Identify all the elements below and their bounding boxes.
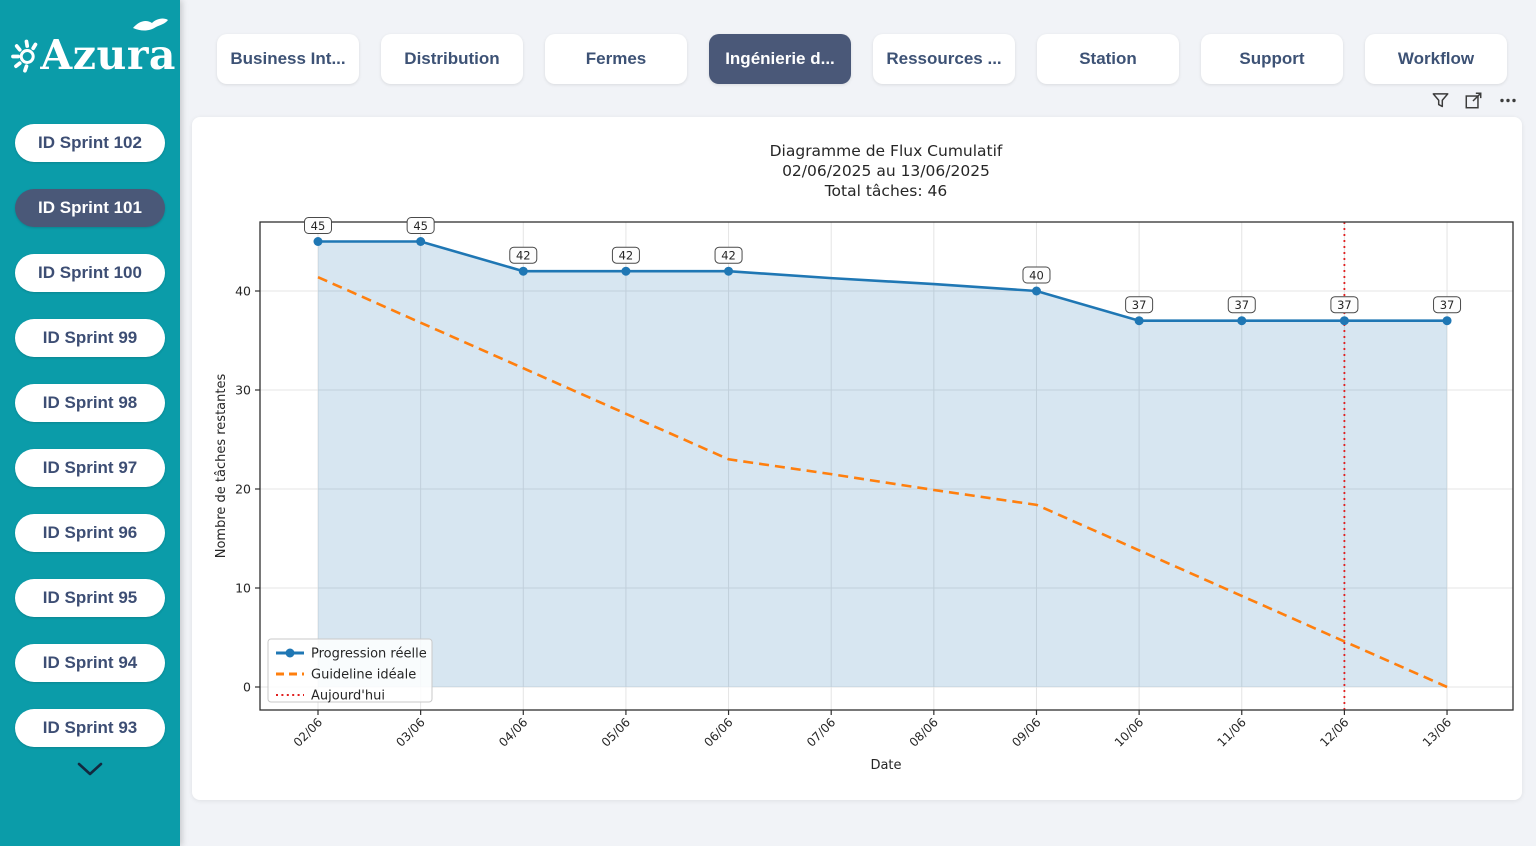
- svg-text:02/06: 02/06: [291, 715, 325, 749]
- tab-support[interactable]: Support: [1201, 34, 1343, 84]
- svg-text:Aujourd'hui: Aujourd'hui: [311, 689, 385, 704]
- svg-text:12/06: 12/06: [1317, 715, 1351, 749]
- sidebar-scroll-down[interactable]: [76, 762, 104, 777]
- svg-text:06/06: 06/06: [701, 715, 735, 749]
- svg-text:05/06: 05/06: [599, 715, 633, 749]
- sprint-list: ID Sprint 102 ID Sprint 101 ID Sprint 100 I…: [0, 102, 180, 747]
- svg-text:04/06: 04/06: [496, 715, 530, 749]
- y-axis: 0 10 20 30 40: [235, 284, 260, 695]
- svg-text:Diagramme de Flux Cumulatif: Diagramme de Flux Cumulatif: [770, 142, 1003, 160]
- svg-text:42: 42: [619, 249, 634, 263]
- series-actual-progress: [318, 240, 1448, 322]
- tab-station[interactable]: Station: [1037, 34, 1179, 84]
- sidebar-item-id-sprint-98[interactable]: ID Sprint 98: [15, 384, 165, 422]
- sun-icon: [11, 39, 38, 73]
- sidebar-item-id-sprint-94[interactable]: ID Sprint 94: [15, 644, 165, 682]
- logo-text: Azura: [40, 31, 176, 79]
- tab-business-int[interactable]: Business Int...: [217, 34, 359, 84]
- tab-bar: Business Int... Distribution Fermes Ingénie…: [180, 0, 1536, 84]
- tab-ressources[interactable]: Ressources ...: [873, 34, 1015, 84]
- focus-mode-icon[interactable]: [1463, 90, 1484, 111]
- svg-text:Progression réelle: Progression réelle: [311, 647, 427, 662]
- sidebar-item-id-sprint-102[interactable]: ID Sprint 102: [15, 124, 165, 162]
- tab-distribution[interactable]: Distribution: [381, 34, 523, 84]
- svg-text:Total tâches: 46: Total tâches: 46: [824, 182, 948, 200]
- svg-text:Guideline idéale: Guideline idéale: [311, 668, 416, 683]
- svg-text:10: 10: [235, 581, 251, 596]
- svg-text:40: 40: [1029, 269, 1044, 283]
- svg-text:37: 37: [1132, 298, 1147, 312]
- svg-text:37: 37: [1234, 298, 1249, 312]
- svg-text:10/06: 10/06: [1112, 715, 1146, 749]
- svg-text:13/06: 13/06: [1420, 715, 1454, 749]
- svg-text:0: 0: [243, 680, 251, 695]
- svg-text:42: 42: [516, 249, 531, 263]
- svg-text:07/06: 07/06: [804, 715, 838, 749]
- sidebar-item-id-sprint-95[interactable]: ID Sprint 95: [15, 579, 165, 617]
- svg-text:08/06: 08/06: [907, 715, 941, 749]
- svg-text:20: 20: [235, 482, 251, 497]
- svg-text:09/06: 09/06: [1009, 715, 1043, 749]
- svg-text:02/06/2025 au 13/06/2025: 02/06/2025 au 13/06/2025: [782, 162, 990, 180]
- sidebar-item-id-sprint-93[interactable]: ID Sprint 93: [15, 709, 165, 747]
- x-axis-label: Date: [870, 758, 901, 773]
- cumulative-flow-chart: Diagramme de Flux Cumulatif 02/06/2025 au…: [214, 142, 1514, 773]
- tab-workflow[interactable]: Workflow: [1365, 34, 1507, 84]
- sidebar-item-id-sprint-97[interactable]: ID Sprint 97: [15, 449, 165, 487]
- actual-area-fill: [318, 241, 1448, 687]
- svg-text:45: 45: [311, 219, 326, 233]
- chart-legend: Progression réelle Guideline idéale Aujour…: [267, 638, 433, 704]
- filter-icon[interactable]: [1430, 90, 1451, 111]
- sidebar-item-id-sprint-99[interactable]: ID Sprint 99: [15, 319, 165, 357]
- svg-text:37: 37: [1440, 298, 1455, 312]
- svg-text:03/06: 03/06: [393, 715, 427, 749]
- more-options-icon[interactable]: [1496, 90, 1520, 111]
- y-axis-label: Nombre de tâches restantes: [214, 374, 229, 559]
- chevron-down-icon: [77, 762, 103, 776]
- chart-title: Diagramme de Flux Cumulatif 02/06/2025 au…: [770, 142, 1003, 200]
- sidebar-item-id-sprint-101[interactable]: ID Sprint 101: [15, 189, 165, 227]
- sidebar-item-id-sprint-96[interactable]: ID Sprint 96: [15, 514, 165, 552]
- chart-card: Diagramme de Flux Cumulatif 02/06/2025 au…: [192, 117, 1522, 800]
- main-area: Business Int... Distribution Fermes Ingénie…: [180, 0, 1536, 846]
- tab-ing-nierie-d[interactable]: Ingénierie d...: [709, 34, 851, 84]
- svg-text:40: 40: [235, 284, 251, 299]
- plot-frame: [259, 221, 1514, 711]
- svg-text:11/06: 11/06: [1215, 715, 1249, 749]
- logo: Azura: [0, 0, 180, 102]
- svg-text:37: 37: [1337, 298, 1352, 312]
- tab-fermes[interactable]: Fermes: [545, 34, 687, 84]
- svg-text:42: 42: [721, 249, 736, 263]
- svg-text:30: 30: [235, 383, 251, 398]
- svg-text:45: 45: [413, 219, 428, 233]
- chart-grid: [260, 222, 1513, 710]
- visual-toolbar: [1430, 90, 1520, 111]
- data-labels: 45 45 42 42 42 40 37 37 37 37: [304, 217, 1462, 314]
- sidebar-item-id-sprint-100[interactable]: ID Sprint 100: [15, 254, 165, 292]
- sidebar: Azura ID Sprint 102 ID Sprint 101 ID Sprin…: [0, 0, 180, 846]
- bird-icon: [133, 18, 168, 31]
- x-axis: 02/06 03/06 04/06 05/06 06/06 07/06 08/06 09/06…: [291, 710, 1454, 750]
- actual-markers: [313, 237, 1452, 326]
